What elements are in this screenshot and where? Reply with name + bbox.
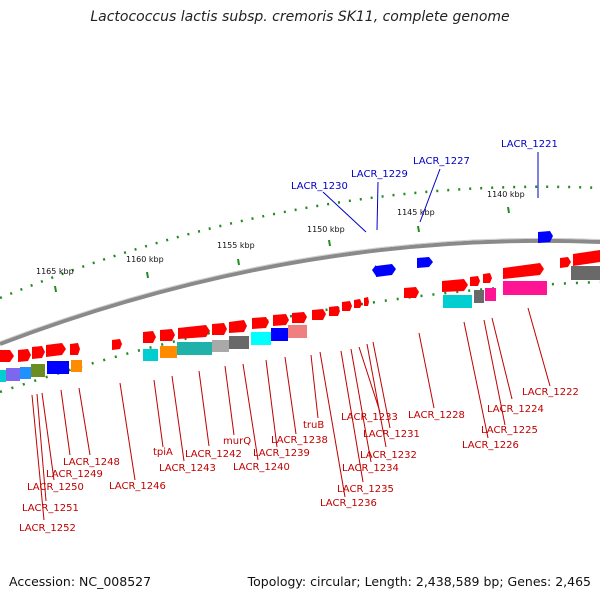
label-lacr-1222: LACR_1222 — [522, 387, 579, 398]
label-murq: murQ — [223, 436, 251, 447]
map-title: Lactococcus lactis subsp. cremoris SK11,… — [90, 9, 510, 25]
genome-backbone — [0, 238, 600, 346]
label-lacr-1229: LACR_1229 — [351, 169, 408, 180]
label-lacr-1228: LACR_1228 — [408, 410, 465, 421]
tick-label-1150: 1150 kbp — [307, 225, 345, 234]
label-lacr-1231: LACR_1231 — [363, 429, 420, 440]
label-lacr-1225: LACR_1225 — [481, 425, 538, 436]
tick-label-1145: 1145 kbp — [397, 208, 435, 217]
label-lacr-1226: LACR_1226 — [462, 440, 519, 451]
outer-tick-arc — [0, 185, 600, 300]
accession-text: Accession: NC_008527 — [9, 574, 152, 589]
label-lacr-1224: LACR_1224 — [487, 404, 544, 415]
label-lacr-1240: LACR_1240 — [233, 462, 290, 473]
label-lacr-1238: LACR_1238 — [271, 435, 328, 446]
label-lacr-1227: LACR_1227 — [413, 156, 470, 167]
label-lacr-1242: LACR_1242 — [185, 449, 242, 460]
tick-label-1160: 1160 kbp — [126, 255, 164, 264]
red-label-leaders — [31, 307, 551, 521]
label-lacr-1230: LACR_1230 — [291, 181, 348, 192]
blue-label-leaders — [322, 152, 539, 233]
label-lacr-1249: LACR_1249 — [46, 469, 103, 480]
label-tpia: tpiA — [153, 447, 173, 458]
label-lacr-1250: LACR_1250 — [27, 482, 84, 493]
label-lacr-1234: LACR_1234 — [342, 463, 399, 474]
label-lacr-1239: LACR_1239 — [253, 448, 310, 459]
label-lacr-1252: LACR_1252 — [19, 523, 76, 534]
label-lacr-1235: LACR_1235 — [337, 484, 394, 495]
label-lacr-1246: LACR_1246 — [109, 481, 166, 492]
genome-summary-text: Topology: circular; Length: 2,438,589 bp… — [247, 574, 591, 589]
tick-label-1155: 1155 kbp — [217, 241, 255, 250]
label-trub: truB — [303, 420, 324, 431]
forward-genes — [0, 250, 600, 362]
label-lacr-1236: LACR_1236 — [320, 498, 377, 509]
reverse-genes — [372, 231, 553, 277]
label-lacr-1248: LACR_1248 — [63, 457, 120, 468]
tick-label-1165: 1165 kbp — [36, 267, 74, 276]
tick-label-1140: 1140 kbp — [487, 190, 525, 199]
label-lacr-1251: LACR_1251 — [22, 503, 79, 514]
major-ticks — [54, 206, 510, 293]
label-lacr-1243: LACR_1243 — [159, 463, 216, 474]
label-lacr-1233: LACR_1233 — [341, 412, 398, 423]
label-lacr-1232: LACR_1232 — [360, 450, 417, 461]
colored-gene-boxes — [0, 266, 600, 382]
label-lacr-1221: LACR_1221 — [501, 139, 558, 150]
